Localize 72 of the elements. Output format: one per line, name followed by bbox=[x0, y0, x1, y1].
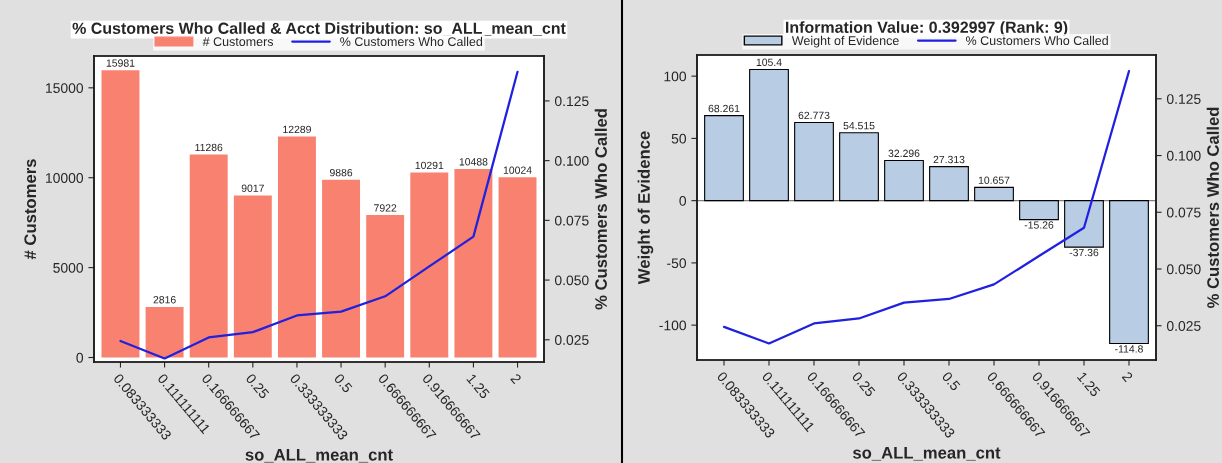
data-label: 10291 bbox=[415, 161, 444, 170]
data-label: -37.36 bbox=[1069, 248, 1099, 257]
data-label: 27.313 bbox=[933, 155, 965, 164]
bar bbox=[704, 115, 744, 202]
data-label: 9886 bbox=[329, 168, 353, 177]
y2-tick-label: 0.075 bbox=[1166, 207, 1201, 218]
bar bbox=[974, 186, 1014, 202]
data-label: 32.296 bbox=[888, 149, 920, 157]
y2-tick-label: 0.050 bbox=[1166, 264, 1201, 275]
data-label: 9017 bbox=[241, 184, 264, 192]
bar bbox=[189, 154, 228, 358]
data-label: -15.26 bbox=[1024, 221, 1054, 229]
y-tick-label: 10000 bbox=[46, 173, 84, 183]
y2-tick-label: 0.100 bbox=[554, 155, 589, 166]
data-label: 10.657 bbox=[978, 176, 1010, 184]
y-axis-title: Weight of Evidence bbox=[637, 131, 654, 285]
data-label: 54.515 bbox=[843, 122, 875, 130]
data-label: 10024 bbox=[503, 166, 532, 174]
bar bbox=[322, 179, 361, 358]
x-tick-label: 2 bbox=[1121, 371, 1134, 383]
data-label: 62.773 bbox=[798, 111, 830, 120]
bar bbox=[794, 121, 834, 202]
bar bbox=[1109, 200, 1149, 345]
bar bbox=[233, 195, 272, 358]
y-tick-label: 0 bbox=[679, 195, 687, 206]
y-tick-label: 15000 bbox=[46, 83, 84, 93]
y2-tick-label: 0.125 bbox=[554, 96, 589, 107]
data-label: 68.261 bbox=[708, 104, 740, 113]
y2-tick-label: 0.050 bbox=[554, 275, 589, 286]
bar bbox=[454, 168, 493, 358]
data-label: 15981 bbox=[106, 59, 135, 67]
y2-tick-label: 0.100 bbox=[1166, 150, 1201, 161]
y-tick-label: 50 bbox=[671, 133, 687, 144]
bar bbox=[498, 177, 537, 358]
y-axis-title: # Customers bbox=[24, 159, 37, 260]
legend-label: % Customers Who Called bbox=[966, 35, 1108, 46]
y2-tick-label: 0.075 bbox=[554, 215, 589, 226]
y-tick-label: -100 bbox=[659, 320, 687, 331]
legend-label: Weight of Evidence bbox=[791, 35, 899, 48]
data-label: 10488 bbox=[459, 158, 488, 166]
y2-axis-title: % Customers Who Called bbox=[594, 109, 607, 310]
legend-label: # Customers bbox=[202, 37, 274, 47]
y-tick-label: 5000 bbox=[53, 262, 84, 273]
data-label: 105.4 bbox=[756, 58, 782, 66]
bar bbox=[929, 166, 969, 202]
x-tick-label: 2 bbox=[510, 373, 522, 385]
bar bbox=[1064, 200, 1104, 248]
y2-tick-label: 0.125 bbox=[1166, 94, 1201, 104]
bar bbox=[410, 172, 449, 358]
y2-tick-label: 0.025 bbox=[1166, 321, 1201, 331]
data-label: 2816 bbox=[153, 296, 176, 304]
chart-title: % Customers Who Called & Acct Distribution: so_ALL_mean_cnt bbox=[72, 22, 566, 36]
bar bbox=[145, 306, 184, 358]
data-label: 11286 bbox=[195, 143, 223, 152]
legend-label: % Customers Who Called bbox=[340, 36, 483, 47]
y2-axis-title: % Customers Who Called bbox=[1206, 107, 1219, 309]
bar bbox=[1019, 200, 1059, 221]
data-label: 12289 bbox=[283, 125, 311, 134]
y-tick-label: 100 bbox=[664, 71, 687, 82]
y2-tick-label: 0.025 bbox=[554, 335, 589, 345]
x-axis-title: so_ALL_mean_cnt bbox=[245, 449, 393, 463]
x-axis-title: so_ALL_mean_cnt bbox=[852, 447, 1001, 461]
bar bbox=[366, 215, 405, 358]
data-label: -114.8 bbox=[1115, 345, 1143, 353]
bar bbox=[101, 70, 140, 358]
y-tick-label: 0 bbox=[76, 352, 84, 363]
bar bbox=[884, 159, 924, 202]
data-label: 7922 bbox=[374, 204, 397, 212]
y-tick-label: -50 bbox=[667, 258, 687, 269]
bar bbox=[277, 136, 316, 358]
bar bbox=[839, 132, 879, 202]
bar bbox=[749, 68, 789, 202]
